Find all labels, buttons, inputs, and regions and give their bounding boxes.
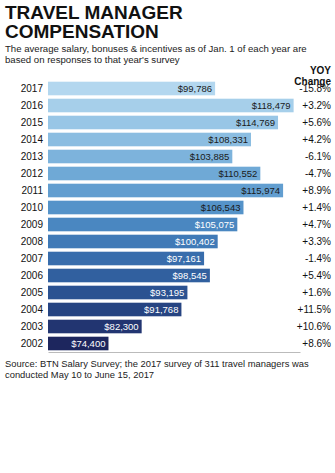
bar [48,252,204,266]
yoy-label: +4.7% [302,219,331,230]
tick-label: 2012 [21,168,44,179]
text-line: TRAVEL MANAGER [5,2,183,23]
tick: 2013 [21,151,48,162]
tick: 2015 [21,117,48,128]
yoy-label: +3.2% [302,100,331,111]
tick: 2006 [21,270,48,281]
data-label: $97,161 [167,253,201,264]
tick: 2008 [21,236,48,247]
yoy-label: +8.6% [302,338,331,349]
text-line: COMPENSATION [5,21,159,42]
tick: 2012 [21,168,48,179]
bar [48,218,237,232]
text-line: based on responses to that year's survey [5,54,180,65]
data-label: $106,543 [201,202,241,213]
bar [48,269,210,283]
bar [48,286,187,300]
tick: 2002 [21,338,48,349]
data-label: $82,300 [104,321,138,332]
tick-label: 2013 [21,151,44,162]
tick-label: 2017 [21,83,44,94]
text-line: YOY [310,65,331,76]
bar [48,99,294,113]
tick-label: 2015 [21,117,44,128]
tick: 2005 [21,287,48,298]
tick: 2009 [21,219,48,230]
tick: 2003 [21,321,48,332]
bar [48,133,251,147]
data-label: $99,786 [178,83,212,94]
yoy-label: +4.2% [302,134,331,145]
data-labels: $99,786 $118,479 $114,769 $108,331 $103,885 $… [71,83,290,349]
data-label: $91,768 [144,304,178,315]
data-label: $115,974 [241,185,280,196]
title: TRAVEL MANAGERCOMPENSATION [5,2,183,42]
tick: 2010 [21,202,48,213]
yoy-label: +11.5% [298,304,332,315]
tick-label: 2011 [21,185,43,196]
tick: 2011 [21,185,48,196]
tick-label: 2003 [21,321,44,332]
bar [48,303,181,317]
tick: 2007 [21,253,48,264]
yoy-label: -15.8% [299,83,331,94]
tick: 2014 [21,134,48,145]
tick-label: 2016 [21,100,44,111]
yoy-label: +8.9% [302,185,331,196]
data-label: $100,402 [175,236,215,247]
yoy-label: +1.6% [302,287,331,298]
tick: 2004 [21,304,48,315]
bar [48,116,278,130]
data-label: $103,885 [190,151,230,162]
yoy-label: +10.6% [297,321,331,332]
tick-label: 2014 [21,134,44,145]
source: Source: BTN Salary Survey; the 2017 surv… [5,358,309,380]
bar [48,167,260,181]
tick-label: 2005 [21,287,44,298]
bar [48,82,215,96]
x-axis [49,352,301,353]
tick-label: 2006 [21,270,44,281]
bar [48,337,108,351]
axis-line [49,352,301,353]
tick: 2017 [21,83,48,94]
data-label: $108,331 [208,134,248,145]
data-label: $114,769 [236,117,275,128]
tick-label: 2002 [21,338,44,349]
bar [48,320,142,334]
y-axis: 2017 2016 2015 2014 2013 2012 2011 2010 2009 2008… [21,83,48,349]
subtitle: The average salary, bonuses & incentives… [5,43,307,65]
data-label: $105,075 [195,219,235,230]
bar [48,235,218,249]
text-line: The average salary, bonuses & incentives… [5,43,307,54]
text-line: conducted May 10 to June 15, 2017 [5,369,154,380]
data-label: $93,195 [150,287,184,298]
yoy-label: +3.3% [302,236,331,247]
bar [48,184,283,198]
bars [48,82,294,351]
tick-label: 2004 [21,304,44,315]
tick: 2016 [21,100,48,111]
yoy-label: -1.4% [305,253,331,264]
yoy-label: -4.7% [305,168,331,179]
bar [48,150,232,164]
tick-label: 2007 [21,253,44,264]
data-label: $98,545 [173,270,207,281]
yoy-label: -6.1% [305,151,331,162]
yoy-change: -15.8% +3.2% +5.6% +4.2% -6.1% -4.7% +8.9% +1.4… [297,83,331,349]
yoy-label: +1.4% [302,202,331,213]
data-label: $74,400 [71,338,105,349]
data-label: $118,479 [252,100,291,111]
bar [48,201,243,215]
data-label: $110,552 [218,168,257,179]
tick-label: 2010 [21,202,44,213]
yoy-label: +5.4% [302,270,331,281]
text-line: Source: BTN Salary Survey; the 2017 surv… [5,358,309,369]
yoy-label: +5.6% [302,117,331,128]
chart: TRAVEL MANAGERCOMPENSATIONThe average sa… [0,0,335,473]
tick-label: 2009 [21,219,44,230]
tick-label: 2008 [21,236,44,247]
